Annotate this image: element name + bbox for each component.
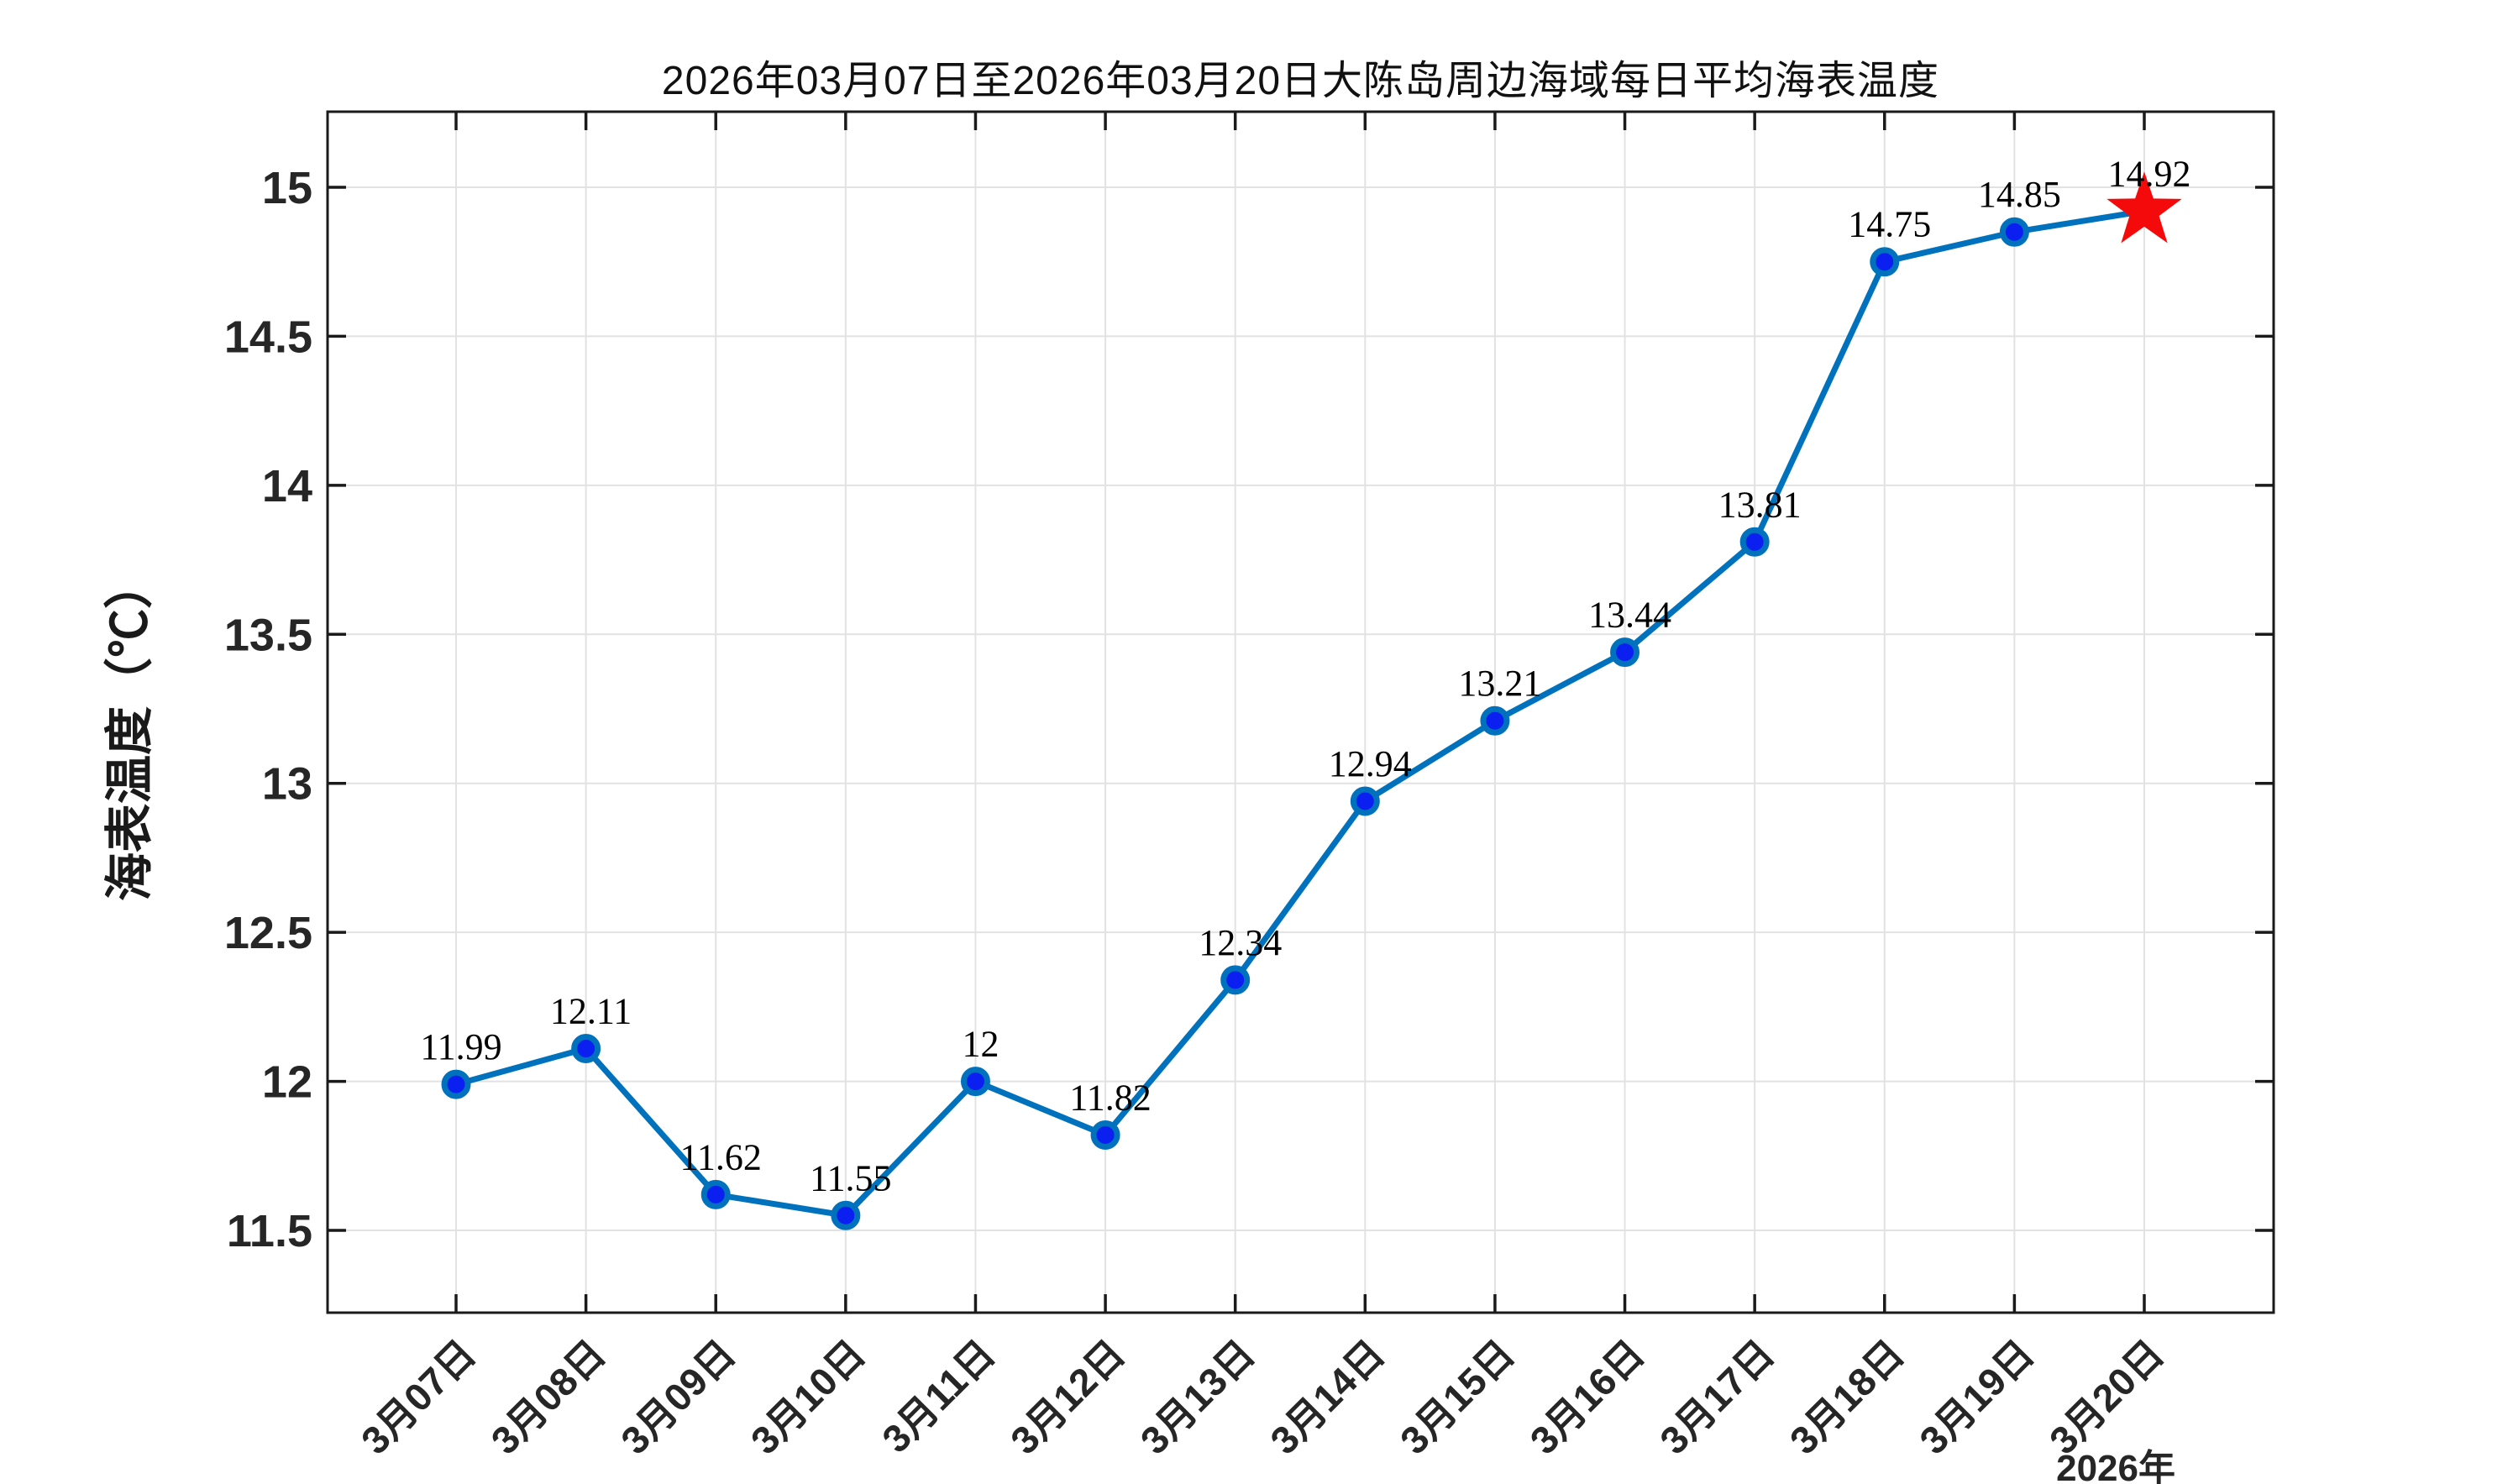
data-point-marker	[960, 1067, 990, 1097]
x-tick-label: 3月08日	[483, 1331, 614, 1462]
data-point-marker	[1090, 1120, 1120, 1150]
data-point-label: 13.81	[1718, 484, 1802, 525]
y-tick-label: 12	[262, 1057, 312, 1108]
data-point-label: 12	[962, 1024, 999, 1065]
y-tick-label: 14	[262, 461, 312, 511]
data-point-label: 11.55	[810, 1157, 891, 1198]
y-tick-label: 11.5	[227, 1206, 312, 1256]
data-point-marker	[831, 1200, 861, 1230]
data-point-marker	[700, 1179, 731, 1209]
data-point-label: 12.34	[1199, 922, 1282, 963]
x-tick-label: 3月15日	[1392, 1331, 1523, 1462]
x-tick-label: 3月17日	[1651, 1331, 1782, 1462]
data-point-label: 12.11	[550, 991, 632, 1032]
y-tick-label: 13	[262, 759, 312, 810]
last-point-star-marker	[2106, 171, 2182, 244]
data-point-label: 11.99	[420, 1026, 501, 1067]
data-point-marker	[1610, 637, 1640, 668]
x-tick-label: 3月16日	[1522, 1331, 1653, 1462]
data-point-label: 11.62	[680, 1136, 762, 1177]
data-point-marker	[1999, 217, 2029, 247]
data-point-label: 11.82	[1069, 1077, 1151, 1118]
x-axis-year-label: 2026年	[2056, 1448, 2175, 1484]
y-tick-label: 12.5	[224, 908, 312, 958]
x-tick-label: 3月14日	[1262, 1331, 1393, 1462]
data-point-label: 13.21	[1458, 663, 1541, 704]
x-tick-label: 3月09日	[612, 1331, 743, 1462]
x-tick-label: 3月13日	[1132, 1331, 1263, 1462]
data-point-marker	[1739, 527, 1770, 557]
y-tick-label: 13.5	[224, 610, 312, 660]
data-point-marker	[571, 1034, 601, 1064]
data-point-label: 14.92	[2108, 153, 2191, 194]
data-point-marker	[1220, 965, 1251, 995]
data-point-label: 12.94	[1329, 743, 1412, 784]
data-point-label: 13.44	[1588, 595, 1671, 636]
x-tick-label: 3月07日	[353, 1331, 484, 1462]
y-tick-label: 14.5	[224, 312, 312, 362]
x-tick-label: 3月18日	[1781, 1331, 1912, 1462]
series-line	[453, 207, 2148, 1219]
data-point-marker	[1480, 705, 1510, 736]
y-axis-label: 海表温度（℃）	[102, 560, 157, 902]
plot-border	[326, 110, 2275, 1314]
chart-title: 2026年03月07日至2026年03月20日大陈岛周边海域每日平均海表温度	[661, 59, 1940, 103]
x-tick-label: 3月12日	[1002, 1331, 1133, 1462]
data-point-marker	[1870, 247, 1900, 277]
x-tick-label: 3月11日	[874, 1331, 1003, 1460]
data-point-label: 14.85	[1978, 174, 2061, 215]
x-tick-label: 3月10日	[742, 1331, 874, 1462]
data-point-marker	[1350, 786, 1380, 816]
data-point-marker	[441, 1069, 471, 1099]
y-tick-label: 15	[262, 163, 312, 213]
data-point-label: 14.75	[1848, 204, 1931, 245]
